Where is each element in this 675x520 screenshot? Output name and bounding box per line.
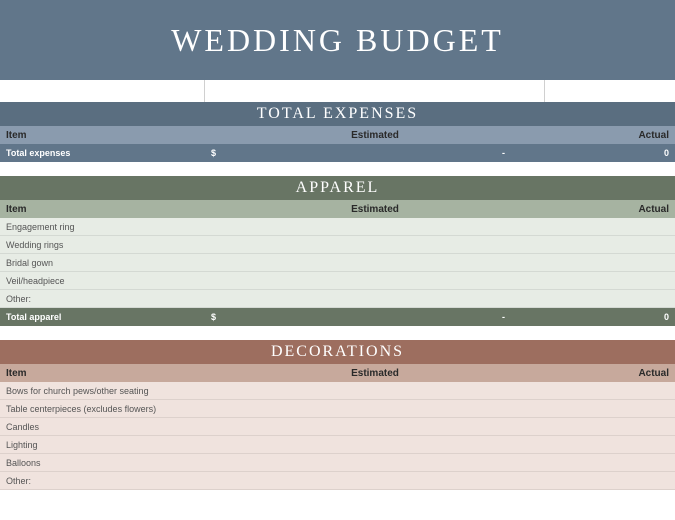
table-row[interactable]: Balloons [0,454,675,472]
col-actual-header: Actual [545,126,675,144]
currency-symbol: $ [205,144,235,162]
item-label: Other: [0,472,205,489]
table-row[interactable]: Table centerpieces (excludes flowers) [0,400,675,418]
actual-cell[interactable] [545,218,675,235]
page-title: WEDDING BUDGET [0,0,675,80]
col-estimated-header: Estimated [205,126,545,144]
estimated-cell[interactable] [205,272,545,289]
actual-cell[interactable] [545,472,675,489]
estimated-cell[interactable] [205,400,545,417]
col-actual-header: Actual [545,200,675,218]
estimated-cell[interactable] [205,382,545,399]
col-estimated-header: Estimated [205,200,545,218]
table-row[interactable]: Other: [0,290,675,308]
section-header-decorations: DECORATIONS [0,340,675,364]
col-estimated-header: Estimated [205,364,545,382]
column-header-row: Item Estimated Actual [0,126,675,144]
actual-cell[interactable] [545,290,675,307]
estimated-cell[interactable] [205,436,545,453]
total-expenses-label: Total expenses [0,144,205,162]
table-row[interactable]: Veil/headpiece [0,272,675,290]
actual-cell[interactable] [545,236,675,253]
item-label: Candles [0,418,205,435]
total-expenses-actual: 0 [545,144,675,162]
total-expenses-row: Total expenses $ - 0 [0,144,675,162]
estimated-cell[interactable] [205,418,545,435]
column-header-row: Item Estimated Actual [0,200,675,218]
table-row[interactable]: Bridal gown [0,254,675,272]
total-apparel-actual: 0 [545,308,675,326]
table-row[interactable]: Candles [0,418,675,436]
spacer-row [0,80,675,102]
total-expenses-estimated: - [235,144,545,162]
table-row[interactable]: Bows for church pews/other seating [0,382,675,400]
section-header-apparel: APPAREL [0,176,675,200]
item-label: Engagement ring [0,218,205,235]
col-item-header: Item [0,200,205,218]
total-apparel-row: Total apparel $ - 0 [0,308,675,326]
col-item-header: Item [0,126,205,144]
estimated-cell[interactable] [205,236,545,253]
table-row[interactable]: Lighting [0,436,675,454]
total-apparel-estimated: - [235,308,545,326]
col-item-header: Item [0,364,205,382]
item-label: Veil/headpiece [0,272,205,289]
item-label: Bridal gown [0,254,205,271]
estimated-cell[interactable] [205,218,545,235]
actual-cell[interactable] [545,454,675,471]
item-label: Lighting [0,436,205,453]
item-label: Bows for church pews/other seating [0,382,205,399]
item-label: Table centerpieces (excludes flowers) [0,400,205,417]
item-label: Balloons [0,454,205,471]
item-label: Wedding rings [0,236,205,253]
section-gap [0,162,675,176]
currency-symbol: $ [205,308,235,326]
estimated-cell[interactable] [205,472,545,489]
actual-cell[interactable] [545,382,675,399]
actual-cell[interactable] [545,400,675,417]
col-actual-header: Actual [545,364,675,382]
actual-cell[interactable] [545,272,675,289]
actual-cell[interactable] [545,254,675,271]
table-row[interactable]: Engagement ring [0,218,675,236]
estimated-cell[interactable] [205,454,545,471]
section-header-total-expenses: TOTAL EXPENSES [0,102,675,126]
actual-cell[interactable] [545,418,675,435]
section-gap [0,326,675,340]
table-row[interactable]: Wedding rings [0,236,675,254]
total-apparel-label: Total apparel [0,308,205,326]
item-label: Other: [0,290,205,307]
table-row[interactable]: Other: [0,472,675,490]
estimated-cell[interactable] [205,254,545,271]
estimated-cell[interactable] [205,290,545,307]
column-header-row: Item Estimated Actual [0,364,675,382]
actual-cell[interactable] [545,436,675,453]
